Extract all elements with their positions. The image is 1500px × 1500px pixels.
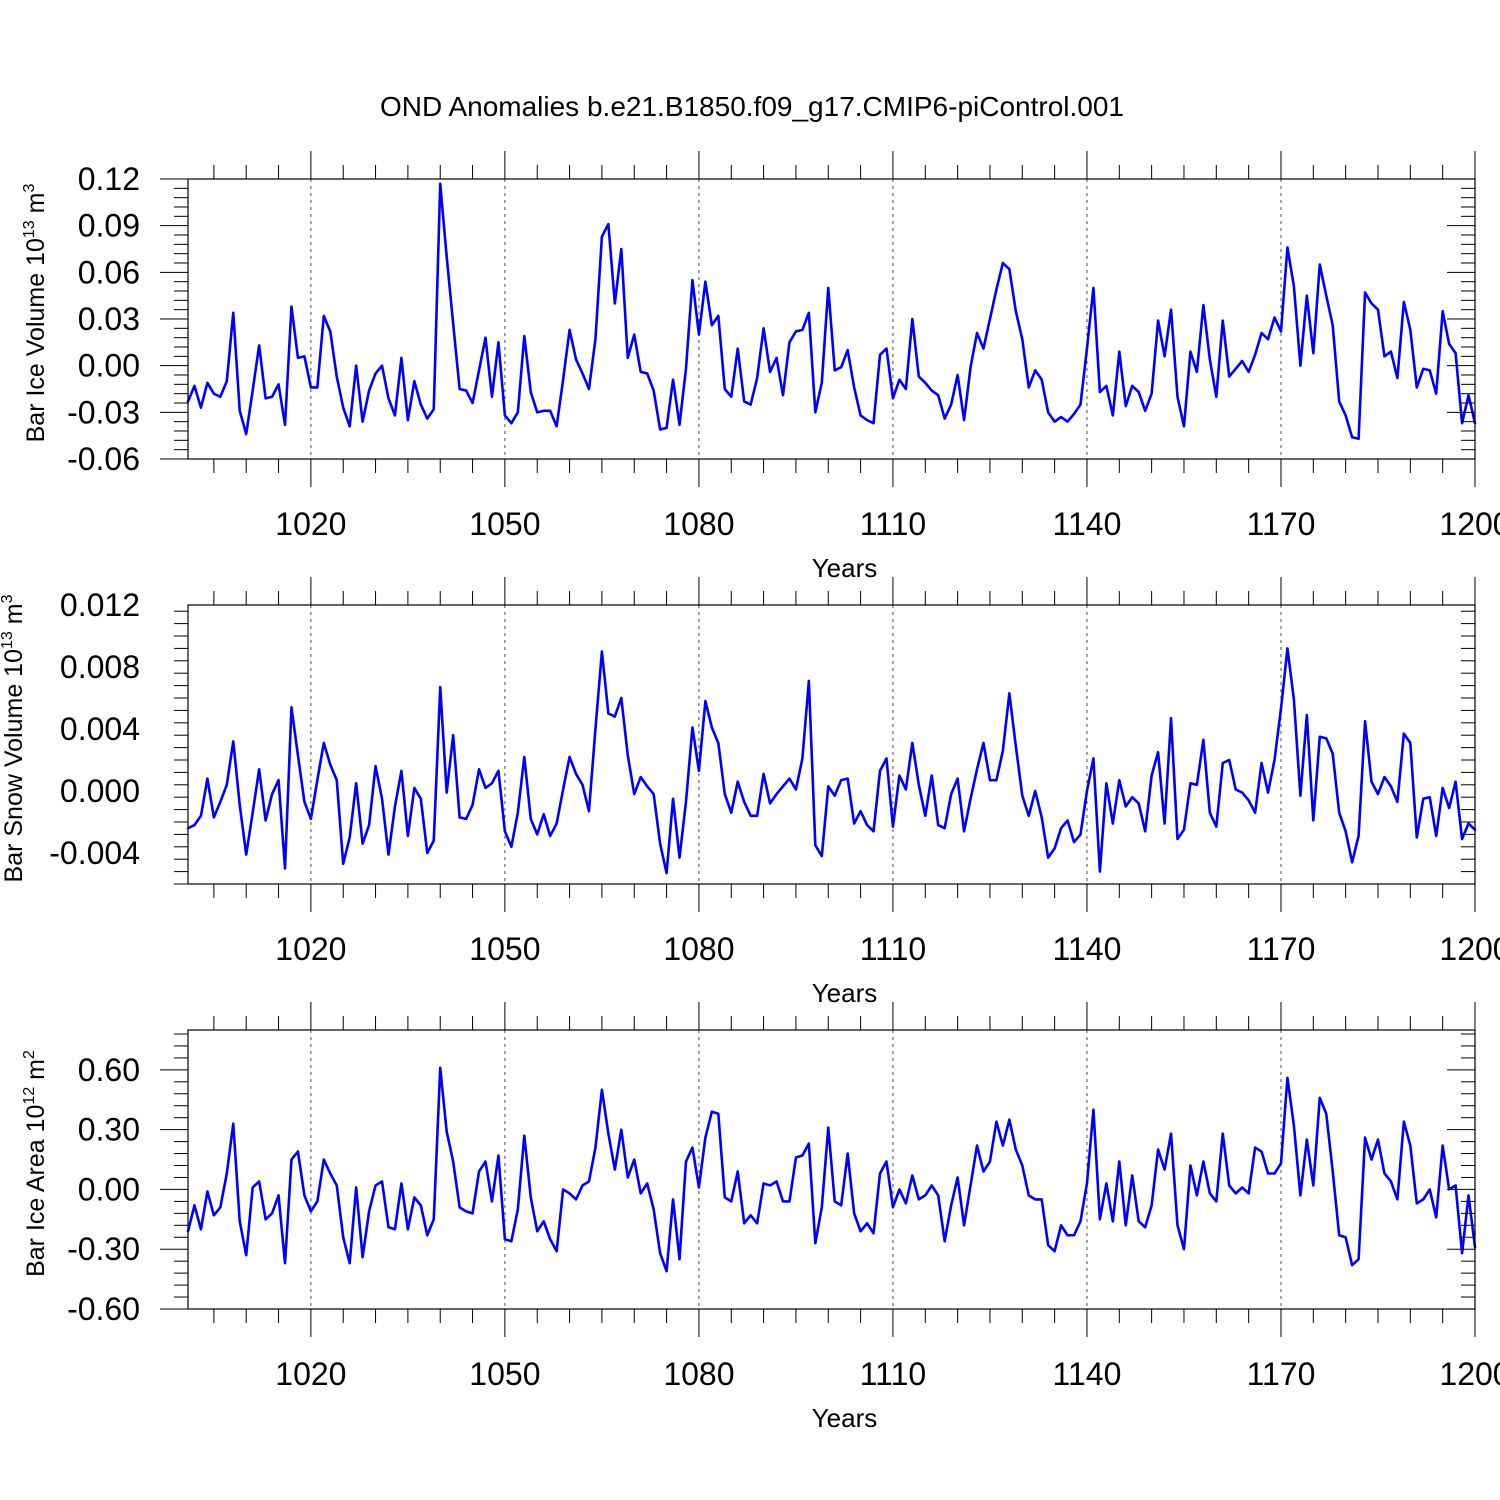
x-tick-label: 1110 [860, 1356, 926, 1392]
y-axis-label: Bar Ice Volume 1013 m3 [21, 184, 50, 443]
y-tick-label: 0.30 [78, 1112, 140, 1148]
x-tick-label: 1050 [469, 1356, 540, 1392]
y-tick-label: 0.60 [78, 1052, 140, 1088]
y-tick-label: -0.03 [67, 394, 140, 430]
plot-frame [187, 604, 1476, 885]
x-tick-label: 1050 [469, 506, 540, 542]
y-tick-label: 0.004 [60, 711, 140, 747]
x-tick-label: 1140 [1053, 1356, 1122, 1392]
x-axis-label: Years [812, 1403, 878, 1433]
series-line-0 [186, 182, 1477, 441]
y-tick-label: -0.06 [67, 441, 140, 477]
y-tick-label: 0.09 [78, 208, 140, 244]
x-tick-label: 1080 [663, 931, 734, 967]
x-tick-label: 1170 [1247, 506, 1316, 542]
y-tick-label: 0.12 [78, 161, 140, 197]
y-tick-label: 0.008 [60, 649, 140, 685]
x-axis-label: Years [812, 978, 878, 1008]
x-tick-label: 1170 [1247, 931, 1316, 967]
x-tick-label: 1200 [1439, 1356, 1500, 1392]
x-tick-label: 1020 [275, 1356, 346, 1392]
x-tick-label: 1140 [1053, 506, 1122, 542]
y-tick-label: 0.00 [78, 348, 140, 384]
panel-snow-volume: 1020 1050 1080 1110 1140 1170 1200 Years -0.004 0… [0, 577, 1500, 1008]
y-tick-label: 0.000 [60, 773, 140, 809]
x-axis-label: Years [812, 553, 878, 583]
y-tick-label: -0.004 [49, 835, 140, 871]
x-tick-label: 1020 [275, 931, 346, 967]
x-tick-label: 1170 [1247, 1356, 1316, 1392]
figure-title: OND Anomalies b.e21.B1850.f09_g17.CMIP6-… [380, 91, 1124, 122]
panel-ice-area: 1020 1050 1080 1110 1140 1170 1200 Years -0.60 -0… [21, 1002, 1500, 1433]
y-tick-label: 0.00 [78, 1171, 140, 1207]
y-tick-label: 0.03 [78, 301, 140, 337]
x-tick-label: 1080 [663, 1356, 734, 1392]
x-tick-label: 1110 [860, 506, 926, 542]
x-tick-label: 1050 [469, 931, 540, 967]
y-tick-label: -0.60 [67, 1291, 140, 1327]
x-tick-label: 1200 [1439, 506, 1500, 542]
x-tick-label: 1200 [1439, 931, 1500, 967]
y-axis-label: Bar Snow Volume 1013 m3 [0, 594, 28, 882]
x-tick-label: 1140 [1053, 931, 1122, 967]
x-tick-label: 1080 [663, 506, 734, 542]
series-line-0 [186, 1066, 1477, 1273]
panel-ice-volume: 1020 1050 1080 1110 1140 1170 1200 Years -0.06 -0… [21, 151, 1500, 583]
y-tick-label: -0.30 [67, 1231, 140, 1267]
series-line-0 [186, 647, 1477, 875]
y-axis-label: Bar Ice Area 1012 m2 [21, 1050, 50, 1277]
plot-frame [187, 1029, 1476, 1310]
x-tick-label: 1020 [275, 506, 346, 542]
y-tick-label: 0.06 [78, 254, 140, 290]
y-tick-label: 0.012 [60, 587, 140, 623]
x-tick-label: 1110 [860, 931, 926, 967]
